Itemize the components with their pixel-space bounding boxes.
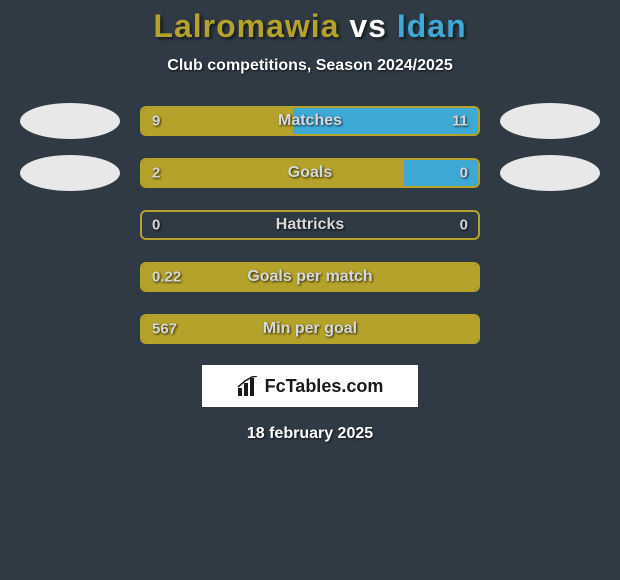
badge-spacer: [20, 259, 120, 295]
badge-spacer: [20, 207, 120, 243]
stat-bar: 0 0 Hattricks: [140, 210, 480, 240]
badge-spacer: [500, 259, 600, 295]
badge-spacer: [500, 207, 600, 243]
player1-name: Lalromawia: [153, 8, 339, 44]
stat-label: Goals: [288, 164, 332, 182]
date-text: 18 february 2025: [0, 425, 620, 443]
stat-bar: 0.22 Goals per match: [140, 262, 480, 292]
comparison-card: Lalromawia vs Idan Club competitions, Se…: [0, 0, 620, 443]
badge-spacer: [20, 311, 120, 347]
stat-row: 0 0 Hattricks: [0, 207, 620, 243]
stat-value-left: 567: [152, 321, 177, 338]
bar-segment-left: [142, 160, 404, 186]
stat-row: 9 11 Matches: [0, 103, 620, 139]
stat-label: Matches: [278, 112, 342, 130]
badge-spacer: [500, 311, 600, 347]
player2-name: Idan: [397, 8, 467, 44]
bar-chart-icon: [237, 376, 259, 396]
brand-logo[interactable]: FcTables.com: [202, 365, 418, 407]
player2-badge: [500, 155, 600, 191]
stat-bar: 9 11 Matches: [140, 106, 480, 136]
stat-row: 0.22 Goals per match: [0, 259, 620, 295]
stat-label: Hattricks: [276, 216, 344, 234]
stat-bar: 567 Min per goal: [140, 314, 480, 344]
stat-value-right: 0: [460, 165, 468, 182]
stat-value-right: 0: [460, 217, 468, 234]
stat-value-right: 11: [452, 113, 468, 130]
brand-text: FcTables.com: [265, 376, 384, 397]
player1-badge: [20, 103, 120, 139]
stat-label: Min per goal: [263, 320, 357, 338]
page-title: Lalromawia vs Idan: [0, 8, 620, 45]
stat-row: 2 0 Goals: [0, 155, 620, 191]
player1-badge: [20, 155, 120, 191]
stat-value-left: 9: [152, 113, 160, 130]
stats-list: 9 11 Matches 2 0 Goals 0 0 Hattricks 0.22 Goals pe…: [0, 103, 620, 347]
subtitle: Club competitions, Season 2024/2025: [0, 57, 620, 75]
stat-value-left: 0.22: [152, 269, 181, 286]
stat-bar: 2 0 Goals: [140, 158, 480, 188]
vs-text: vs: [339, 8, 396, 44]
stat-label: Goals per match: [247, 268, 372, 286]
player2-badge: [500, 103, 600, 139]
bar-segment-left: [142, 108, 293, 134]
stat-value-left: 2: [152, 165, 160, 182]
stat-value-left: 0: [152, 217, 160, 234]
stat-row: 567 Min per goal: [0, 311, 620, 347]
